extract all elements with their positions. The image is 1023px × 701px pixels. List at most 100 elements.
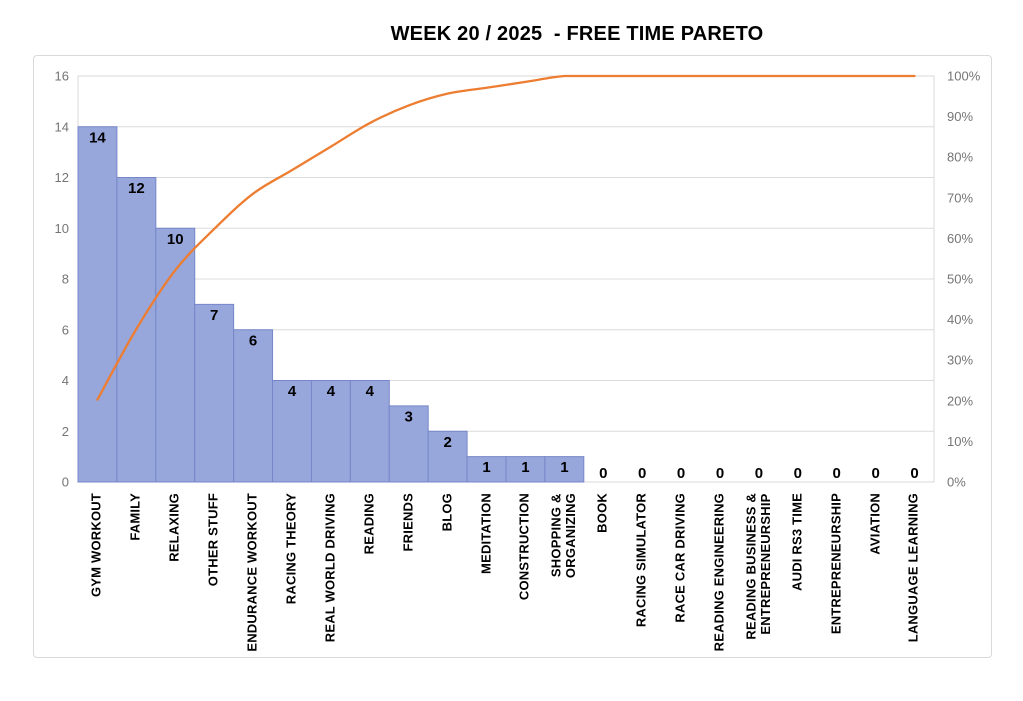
x-axis-label: REAL WORLD DRIVING [322,493,338,643]
bar-value-label: 0 [794,465,802,482]
x-axis-label: AUDI RS3 TIME [789,493,805,591]
x-axis-category: MEDITATION [467,489,506,655]
x-axis-label: FAMILY [128,493,144,541]
x-axis-category: BLOG [428,489,467,655]
bar [310,380,351,483]
x-axis-label: LANGUAGE LEARNING [906,493,922,643]
x-axis-category: AVIATION [856,489,895,655]
x-axis-label: BLOG [439,493,455,532]
x-axis-label: OTHER STUFF [205,493,221,587]
pct-axis-tick-label: 60% [947,231,973,246]
bar-value-label: 0 [677,465,685,482]
x-axis-category: LANGUAGE LEARNING [895,489,934,655]
pct-axis-tick-label: 30% [947,353,973,368]
y-axis-tick-label: 16 [55,69,69,84]
bar-value-label: 1 [560,459,568,476]
x-axis-label: ENDURANCE WORKOUT [244,493,260,652]
x-axis-category: READING BUSINESS & ENTREPRENEURSHIP [739,489,778,655]
x-axis-label: RACE CAR DRIVING [672,493,688,623]
bar [544,456,585,483]
pct-axis-tick-label: 40% [947,312,973,327]
bar-value-label: 0 [910,465,918,482]
bar-value-label: 4 [288,383,297,400]
x-axis-label: GYM WORKOUT [89,493,105,598]
chart-area: 14 12 10 7 6 4 4 4 3 2 1 1 1 0 0 0 0 0 0 0 0 0 0 2 4 6 8 10 12 14 16 0%… [33,55,992,658]
chart-title: WEEK 20 / 2025 - FREE TIME PARETO [390,23,764,45]
bar-value-label: 0 [638,465,646,482]
bar-value-label: 7 [210,307,218,324]
pct-axis-tick-label: 70% [947,190,973,205]
bar-value-label: 4 [366,383,375,400]
x-axis-category: SHOPPING & ORGANIZING [545,489,584,655]
x-axis-category: FRIENDS [389,489,428,655]
x-axis-category: BOOK [584,489,623,655]
bar [466,456,507,483]
bar-value-label: 0 [599,465,607,482]
x-axis-label: MEDITATION [478,493,494,574]
x-axis-label: ENTREPRENEURSHIP [828,493,844,635]
pct-axis-tick-label: 0% [947,475,966,490]
y-axis-tick-label: 2 [62,424,69,439]
x-axis-category: READING ENGINEERING [701,489,740,655]
bar-value-label: 1 [482,459,490,476]
pct-axis-tick-label: 50% [947,272,973,287]
x-axis-label: READING ENGINEERING [711,493,727,652]
x-axis-category: CONSTRUCTION [506,489,545,655]
cumulative-line [96,74,916,401]
y-axis-tick-label: 0 [62,475,69,490]
pct-axis-tick-label: 10% [947,434,973,449]
x-axis-label: CONSTRUCTION [517,493,533,601]
bar [388,405,429,483]
x-axis-label: READING BUSINESS & ENTREPRENEURSHIP [743,493,773,640]
bar-value-label: 0 [871,465,879,482]
x-axis-category: OTHER STUFF [195,489,234,655]
bar-value-label: 0 [755,465,763,482]
x-axis-label: RACING SIMULATOR [633,493,649,628]
x-axis-category: RELAXING [156,489,195,655]
bar-value-label: 3 [405,408,413,425]
x-axis-category: REAL WORLD DRIVING [311,489,350,655]
x-axis-category: RACING THEORY [273,489,312,655]
x-axis-labels: GYM WORKOUT FAMILY RELAXING OTHER STUFF ENDU… [78,489,934,655]
y-axis-tick-label: 6 [62,322,69,337]
x-axis-category: RACING SIMULATOR [623,489,662,655]
x-axis-label: FRIENDS [400,493,416,552]
x-axis-label: READING [361,493,377,555]
x-axis-category: AUDI RS3 TIME [778,489,817,655]
bar [505,456,546,483]
y-axis-tick-label: 12 [55,170,69,185]
x-axis-category: READING [350,489,389,655]
bar-value-label: 0 [716,465,724,482]
bar [272,380,312,483]
bar-value-label: 1 [521,459,529,476]
bar-value-label: 2 [443,434,451,451]
bar-value-label: 0 [833,465,841,482]
y-axis-tick-label: 14 [55,119,69,134]
pct-axis-tick-label: 20% [947,393,973,408]
x-axis-label: BOOK [594,493,610,533]
x-axis-category: RACE CAR DRIVING [662,489,701,655]
y-axis-tick-label: 4 [62,373,69,388]
pct-axis-tick-label: 90% [947,109,973,124]
x-axis-label: AVIATION [867,493,883,555]
bar-value-label: 4 [327,383,336,400]
x-axis-label: RACING THEORY [283,493,299,605]
x-axis-category: GYM WORKOUT [78,489,117,655]
y-axis-tick-label: 8 [62,272,69,287]
bar [427,430,468,483]
x-axis-category: ENDURANCE WORKOUT [234,489,273,655]
x-axis-label: RELAXING [166,493,182,562]
bar-value-label: 6 [249,332,257,349]
bar-value-label: 12 [128,180,145,197]
pct-axis-tick-label: 80% [947,150,973,165]
bar [233,329,274,483]
bar-value-label: 14 [89,129,106,146]
y-axis-tick-label: 10 [55,221,69,236]
x-axis-label: SHOPPING & ORGANIZING [548,493,579,579]
bar [194,303,235,483]
pct-axis-tick-label: 100% [947,69,981,84]
bar [155,227,196,483]
bar [77,126,118,483]
